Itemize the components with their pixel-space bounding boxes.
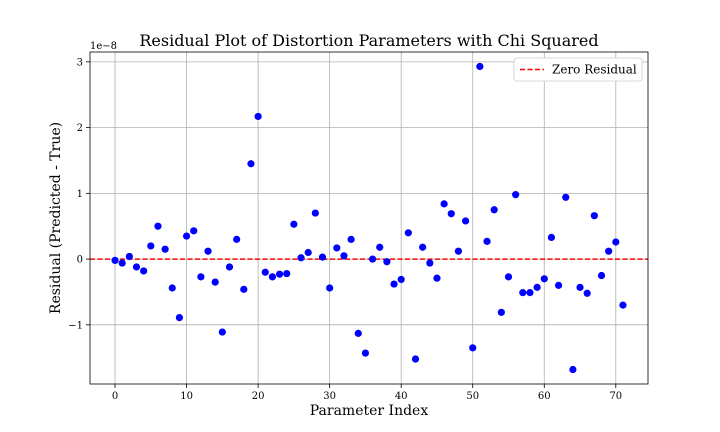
y-tick-label: 1 bbox=[77, 189, 83, 200]
data-point bbox=[318, 253, 327, 261]
data-point bbox=[326, 284, 334, 292]
data-point bbox=[483, 237, 491, 245]
data-point bbox=[469, 344, 477, 352]
data-point bbox=[368, 255, 377, 263]
data-point bbox=[161, 245, 169, 253]
data-point bbox=[218, 328, 226, 336]
data-point bbox=[476, 62, 484, 71]
data-point bbox=[590, 212, 598, 220]
axis-ticks: 0 10 20 30 40 50 60 70 −1 0 1 2 3 bbox=[68, 57, 622, 402]
data-point bbox=[290, 220, 298, 228]
data-point bbox=[569, 365, 577, 374]
data-point bbox=[583, 289, 591, 297]
data-point bbox=[447, 210, 455, 218]
data-point bbox=[240, 285, 248, 293]
data-point bbox=[304, 248, 312, 257]
data-point bbox=[297, 254, 305, 262]
x-tick-label: 60 bbox=[538, 391, 551, 402]
data-points bbox=[111, 62, 627, 374]
x-axis-label: Parameter Index bbox=[310, 403, 429, 419]
data-point bbox=[168, 284, 176, 292]
data-point bbox=[605, 247, 613, 255]
x-tick-label: 0 bbox=[112, 391, 118, 402]
y-tick-label: 2 bbox=[77, 123, 83, 134]
data-point bbox=[461, 217, 470, 225]
data-point bbox=[211, 278, 219, 286]
data-point bbox=[426, 259, 434, 267]
data-point bbox=[283, 269, 291, 278]
legend: Zero Residual bbox=[513, 57, 643, 82]
chart-title: Residual Plot of Distortion Parameters w… bbox=[139, 31, 598, 50]
data-point bbox=[454, 247, 463, 255]
y-axis-scale-label: 1e−8 bbox=[90, 41, 117, 52]
y-tick-label: 3 bbox=[77, 57, 83, 68]
data-point bbox=[125, 252, 133, 261]
data-point bbox=[197, 273, 205, 281]
data-point bbox=[390, 280, 398, 288]
data-point bbox=[554, 281, 563, 289]
data-point bbox=[111, 256, 119, 265]
data-point bbox=[504, 273, 513, 281]
data-point bbox=[440, 200, 448, 208]
x-tick-label: 50 bbox=[466, 391, 479, 402]
legend-box bbox=[513, 57, 643, 82]
data-point bbox=[333, 244, 341, 252]
data-point bbox=[562, 193, 570, 201]
data-point bbox=[154, 222, 162, 230]
y-axis-label: Residual (Predicted - True) bbox=[48, 122, 64, 314]
data-point bbox=[225, 263, 234, 271]
data-point bbox=[361, 349, 370, 357]
data-point bbox=[118, 259, 126, 267]
data-point bbox=[354, 329, 362, 337]
data-point bbox=[433, 274, 441, 282]
data-point bbox=[147, 242, 155, 250]
x-tick-label: 20 bbox=[252, 391, 265, 402]
data-point bbox=[497, 308, 505, 316]
data-point bbox=[275, 270, 284, 278]
data-point bbox=[340, 252, 348, 260]
plot-frame bbox=[89, 51, 649, 385]
data-point bbox=[204, 247, 212, 255]
data-point bbox=[376, 243, 384, 251]
data-point bbox=[612, 238, 620, 246]
data-point bbox=[411, 355, 420, 363]
data-point bbox=[190, 227, 198, 235]
data-point bbox=[419, 243, 427, 251]
data-point bbox=[512, 191, 520, 199]
x-tick-label: 30 bbox=[323, 391, 336, 402]
data-point bbox=[404, 229, 412, 237]
data-point bbox=[268, 273, 277, 281]
y-tick-label: 0 bbox=[77, 255, 83, 266]
y-tick-label: −1 bbox=[68, 320, 83, 331]
data-point bbox=[526, 289, 534, 297]
data-point bbox=[182, 232, 191, 240]
data-point bbox=[547, 233, 556, 241]
data-point bbox=[383, 258, 391, 266]
x-tick-label: 40 bbox=[395, 391, 408, 402]
data-point bbox=[233, 235, 241, 243]
data-point bbox=[597, 271, 606, 280]
data-point bbox=[519, 289, 527, 297]
data-point bbox=[140, 267, 148, 275]
x-tick-label: 70 bbox=[609, 391, 622, 402]
x-tick-label: 10 bbox=[180, 391, 193, 402]
data-point bbox=[311, 209, 319, 217]
data-point bbox=[540, 275, 548, 283]
data-point bbox=[619, 301, 627, 309]
data-point bbox=[132, 263, 141, 271]
data-point bbox=[397, 275, 405, 284]
data-point bbox=[261, 268, 269, 276]
data-point bbox=[533, 283, 541, 291]
data-point bbox=[175, 314, 184, 322]
data-point bbox=[576, 283, 584, 291]
data-point bbox=[247, 160, 255, 168]
data-point bbox=[490, 206, 498, 214]
data-point bbox=[254, 112, 262, 121]
legend-zero-residual-label: Zero Residual bbox=[552, 63, 637, 77]
data-point bbox=[347, 235, 355, 243]
